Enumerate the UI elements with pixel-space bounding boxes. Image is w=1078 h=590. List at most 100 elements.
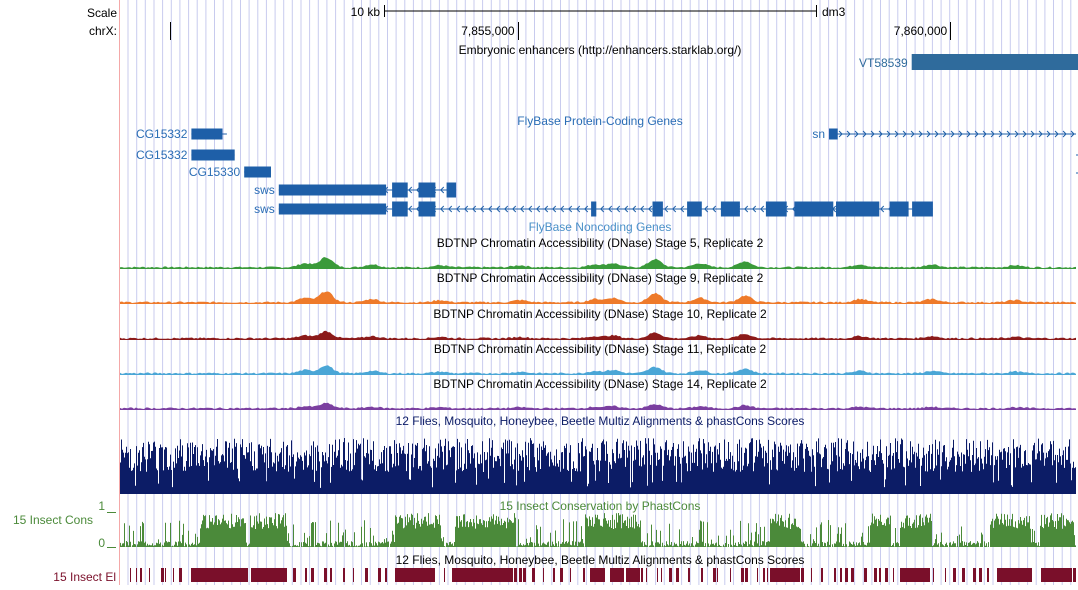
conserved-element-block[interactable]: [874, 568, 877, 582]
conserved-element-block[interactable]: [767, 568, 768, 582]
conserved-element-block[interactable]: [741, 568, 744, 582]
conserved-element-block[interactable]: [821, 568, 823, 582]
conserved-element-block[interactable]: [191, 568, 192, 582]
conserved-element-block[interactable]: [1015, 568, 1017, 582]
gene-exon[interactable]: [836, 202, 879, 217]
conserved-element-block[interactable]: [757, 568, 758, 582]
gene-exon[interactable]: [244, 167, 271, 178]
conserved-element-block[interactable]: [161, 568, 164, 582]
conserved-element-block[interactable]: [455, 568, 513, 582]
conserved-element-block[interactable]: [1059, 568, 1061, 582]
conserved-element-block[interactable]: [763, 568, 765, 582]
conserved-element-block[interactable]: [676, 568, 679, 582]
gene-label[interactable]: sn: [812, 127, 825, 141]
gene-label[interactable]: CG15332: [136, 127, 188, 141]
conserved-element-block[interactable]: [1029, 568, 1032, 582]
conserved-element-block[interactable]: [997, 568, 1000, 582]
conserved-element-block[interactable]: [953, 568, 956, 582]
conserved-element-block[interactable]: [570, 568, 571, 582]
conserved-element-block[interactable]: [234, 568, 236, 582]
conserved-element-block[interactable]: [261, 568, 264, 582]
conserved-element-block[interactable]: [553, 568, 555, 582]
gene-exon[interactable]: [794, 202, 833, 217]
conserved-element-block[interactable]: [641, 568, 643, 582]
conserved-element-block[interactable]: [626, 568, 640, 582]
conserved-element-block[interactable]: [962, 568, 965, 582]
conserved-element-block[interactable]: [879, 568, 881, 582]
noncoding-genes-title[interactable]: FlyBase Noncoding Genes: [529, 220, 672, 234]
conserved-element-block[interactable]: [404, 568, 405, 582]
conserved-element-block[interactable]: [602, 568, 604, 582]
conserved-element-block[interactable]: [458, 568, 461, 582]
conserved-element-block[interactable]: [179, 568, 182, 582]
conserved-element-block[interactable]: [912, 568, 915, 582]
conserved-element-block[interactable]: [987, 568, 989, 582]
conserved-element-block[interactable]: [885, 568, 888, 582]
conserved-element-block[interactable]: [543, 568, 544, 582]
conserved-element-block[interactable]: [1047, 568, 1049, 582]
conserved-element-block[interactable]: [219, 568, 220, 582]
conserved-element-block[interactable]: [256, 568, 258, 582]
gene-exon[interactable]: [191, 150, 234, 161]
conserved-element-block[interactable]: [811, 568, 812, 582]
conserved-element-block[interactable]: [945, 568, 946, 582]
conserved-element-block[interactable]: [851, 568, 854, 582]
gene-label[interactable]: sws: [254, 183, 275, 197]
conserved-element-block[interactable]: [444, 568, 445, 582]
gene-exon[interactable]: [419, 183, 436, 198]
conserved-element-block[interactable]: [864, 568, 867, 582]
conserved-element-block[interactable]: [791, 568, 794, 582]
conserved-element-block[interactable]: [770, 568, 800, 582]
conserved-element-block[interactable]: [230, 568, 232, 582]
conserved-element-block[interactable]: [305, 568, 307, 582]
conserved-element-block[interactable]: [979, 568, 982, 582]
conserved-element-block[interactable]: [1063, 568, 1064, 582]
enhancer-block[interactable]: [912, 54, 1078, 70]
conserved-element-block[interactable]: [622, 568, 624, 582]
conserved-element-block[interactable]: [1042, 568, 1072, 582]
conserved-element-block[interactable]: [523, 568, 526, 582]
conserved-element-block[interactable]: [149, 568, 150, 582]
conserved-element-block[interactable]: [904, 568, 905, 582]
conserved-element-block[interactable]: [634, 568, 636, 582]
gene-exon[interactable]: [912, 202, 933, 217]
conserved-element-block[interactable]: [507, 568, 509, 582]
conserved-element-block[interactable]: [130, 568, 131, 582]
conserved-element-block[interactable]: [583, 568, 585, 582]
gene-label[interactable]: CG15330: [189, 165, 241, 179]
conserved-element-block[interactable]: [1007, 568, 1009, 582]
protein-coding-genes-track[interactable]: FlyBase Protein-Coding Genes CG15332CG15…: [136, 114, 1078, 217]
conserved-element-block[interactable]: [657, 568, 658, 582]
conserved-element-block[interactable]: [486, 568, 488, 582]
conserved-element-block[interactable]: [973, 568, 976, 582]
conserved-element-block[interactable]: [293, 568, 296, 582]
conserved-element-block[interactable]: [495, 568, 496, 582]
conserved-element-block[interactable]: [840, 568, 842, 582]
conserved-element-block[interactable]: [661, 568, 662, 582]
conserved-element-block[interactable]: [1073, 568, 1076, 582]
conserved-element-block[interactable]: [140, 568, 142, 582]
conserved-element-block[interactable]: [165, 568, 166, 582]
gene-exon[interactable]: [591, 202, 596, 217]
conserved-element-block[interactable]: [311, 568, 314, 582]
conserved-element-block[interactable]: [136, 568, 137, 582]
conserved-element-block[interactable]: [933, 568, 934, 582]
conserved-element-block[interactable]: [1025, 568, 1027, 582]
conserved-element-block[interactable]: [385, 568, 387, 582]
conserved-element-block[interactable]: [780, 568, 781, 582]
gene-exon[interactable]: [829, 129, 838, 140]
conserved-element-block[interactable]: [267, 568, 268, 582]
conserved-element-block[interactable]: [467, 568, 470, 582]
conserved-element-block[interactable]: [243, 568, 245, 582]
conserved-element-block[interactable]: [701, 568, 703, 582]
gene-exon[interactable]: [279, 204, 386, 215]
conserved-element-block[interactable]: [713, 568, 716, 582]
gene-exon[interactable]: [721, 202, 740, 217]
gene-exon[interactable]: [392, 183, 408, 198]
gene-exon[interactable]: [191, 129, 222, 140]
conserved-element-block[interactable]: [514, 568, 517, 582]
conserved-element-block[interactable]: [834, 568, 836, 582]
gene-exon[interactable]: [419, 202, 436, 217]
gene-exon[interactable]: [447, 183, 457, 198]
conserved-element-block[interactable]: [395, 568, 435, 582]
